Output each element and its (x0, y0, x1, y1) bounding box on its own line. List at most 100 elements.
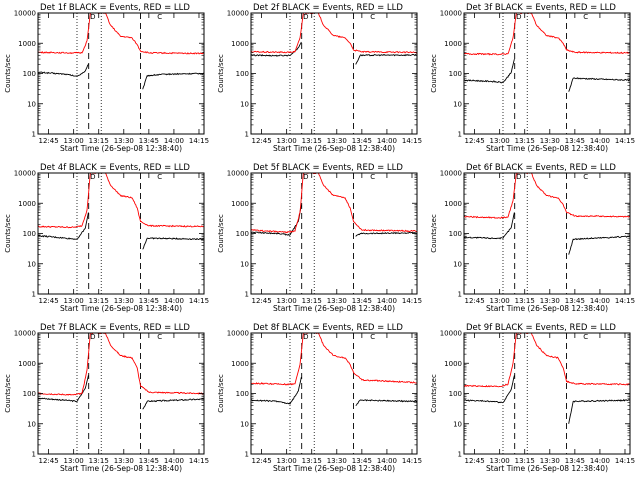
x-tick-label: 13:15 (302, 457, 322, 465)
x-tick-label: 12:45 (464, 297, 484, 305)
y-tick-label: 10000 (14, 330, 36, 338)
marker-label: C (157, 333, 162, 341)
x-tick-label: 13:45 (139, 457, 159, 465)
y-tick-label: 100 (23, 230, 36, 238)
x-axis-label: Start Time (26-Sep-08 12:38:40) (486, 464, 608, 473)
x-tick-label: 13:30 (114, 297, 134, 305)
y-tick-label: 1 (32, 131, 36, 139)
x-axis-label: Start Time (26-Sep-08 12:38:40) (273, 144, 395, 153)
x-tick-label: 13:30 (114, 457, 134, 465)
x-tick-label: 12:45 (38, 137, 58, 145)
series-line-lld (464, 173, 630, 219)
x-tick-label: 13:15 (515, 457, 535, 465)
marker-label: C (583, 333, 588, 341)
y-axis-label: Counts/sec (430, 374, 438, 413)
y-tick-label: 10 (240, 260, 249, 268)
x-tick-label: 13:15 (89, 137, 109, 145)
panel-title: Det 9f BLACK = Events, RED = LLD (466, 323, 616, 333)
x-tick-label: 13:00 (277, 457, 297, 465)
y-tick-label: 10 (240, 420, 249, 428)
series-line-lld (251, 333, 417, 386)
series-line-lld (251, 13, 417, 54)
x-tick-label: 13:15 (89, 297, 109, 305)
y-tick-label: 10 (453, 100, 462, 108)
x-tick-label: 12:45 (251, 137, 271, 145)
x-tick-label: 12:45 (464, 457, 484, 465)
marker-label: D (303, 173, 308, 181)
plot-frame (37, 172, 205, 295)
plot-frame (250, 332, 418, 455)
x-axis-label: Start Time (26-Sep-08 12:38:40) (486, 304, 608, 313)
panel-title: Det 4f BLACK = Events, RED = LLD (40, 163, 190, 173)
x-tick-label: 13:00 (64, 457, 84, 465)
plot-frame (250, 12, 418, 135)
series-line-events (251, 41, 417, 65)
x-tick-label: 14:15 (189, 297, 209, 305)
y-tick-label: 1 (245, 131, 249, 139)
x-tick-label: 13:30 (327, 297, 347, 305)
x-tick-label: 12:45 (38, 297, 58, 305)
y-tick-label: 1000 (18, 360, 36, 368)
x-tick-label: 13:00 (64, 297, 84, 305)
y-tick-label: 10000 (227, 10, 249, 18)
x-tick-label: 13:45 (352, 137, 372, 145)
plot-frame (463, 332, 631, 455)
y-tick-label: 10000 (14, 10, 36, 18)
x-tick-label: 14:00 (377, 457, 397, 465)
x-tick-label: 13:00 (277, 137, 297, 145)
x-tick-label: 13:00 (490, 457, 510, 465)
x-tick-label: 13:45 (565, 297, 585, 305)
y-tick-label: 1 (458, 131, 462, 139)
marker-label: D (303, 333, 308, 341)
x-tick-label: 14:00 (590, 137, 610, 145)
y-tick-label: 10 (240, 100, 249, 108)
y-tick-label: 1 (32, 451, 36, 459)
y-axis-label: Counts/sec (217, 214, 225, 253)
x-tick-label: 13:30 (540, 137, 560, 145)
series-line-lld (251, 173, 417, 234)
marker-label: C (157, 13, 162, 21)
series-line-events (464, 58, 630, 92)
series-line-lld (38, 13, 204, 55)
marker-label: C (370, 13, 375, 21)
y-tick-label: 10000 (14, 170, 36, 178)
x-tick-label: 13:15 (515, 137, 535, 145)
x-tick-label: 13:45 (139, 297, 159, 305)
x-tick-label: 13:30 (327, 137, 347, 145)
series-line-lld (464, 333, 630, 388)
x-axis-label: Start Time (26-Sep-08 12:38:40) (273, 304, 395, 313)
x-tick-label: 13:45 (565, 457, 585, 465)
marker-label: D (90, 173, 95, 181)
series-line-events (251, 204, 417, 237)
y-tick-label: 100 (23, 70, 36, 78)
panel-title: Det 5f BLACK = Events, RED = LLD (253, 163, 403, 173)
x-tick-label: 14:15 (615, 297, 635, 305)
series-line-events (38, 212, 204, 250)
series-line-events (38, 64, 204, 90)
y-tick-label: 100 (236, 230, 249, 238)
series-line-lld (464, 13, 630, 56)
x-tick-label: 14:15 (189, 457, 209, 465)
plot-frame (463, 12, 631, 135)
x-tick-label: 12:45 (38, 457, 58, 465)
y-tick-label: 100 (236, 70, 249, 78)
y-tick-label: 1000 (444, 40, 462, 48)
y-tick-label: 1000 (18, 40, 36, 48)
marker-label: D (516, 173, 521, 181)
y-tick-label: 1 (245, 291, 249, 299)
x-tick-label: 13:00 (490, 297, 510, 305)
series-line-events (251, 376, 417, 406)
x-tick-label: 12:45 (251, 297, 271, 305)
series-line-lld (38, 333, 204, 396)
series-line-events (464, 212, 630, 255)
marker-label: D (90, 333, 95, 341)
y-axis-label: Counts/sec (4, 214, 12, 253)
x-axis-label: Start Time (26-Sep-08 12:38:40) (60, 464, 182, 473)
y-tick-label: 100 (449, 390, 462, 398)
